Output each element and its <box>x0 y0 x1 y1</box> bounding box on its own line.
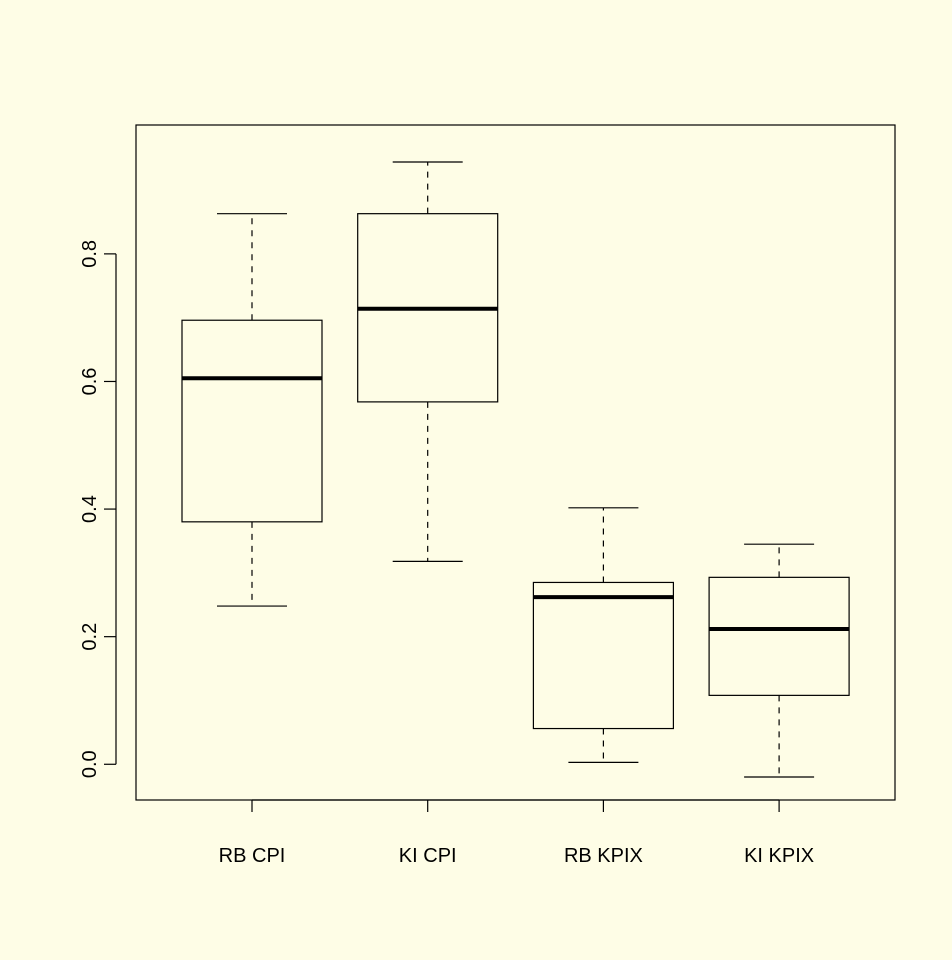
box <box>181 319 323 523</box>
x-tick-label: RB KPIX <box>564 845 643 867</box>
y-tick-label: 0.6 <box>79 368 101 396</box>
y-tick-label: 0.0 <box>79 750 101 778</box>
x-tick-label: RB CPI <box>219 845 286 867</box>
y-tick-label: 0.2 <box>79 623 101 651</box>
x-tick-label: KI CPI <box>399 845 457 867</box>
x-tick-label: KI KPIX <box>744 845 814 867</box>
box <box>532 581 675 730</box>
box <box>708 576 850 696</box>
y-tick-label: 0.4 <box>79 495 101 523</box>
y-tick-label: 0.8 <box>79 240 101 268</box>
